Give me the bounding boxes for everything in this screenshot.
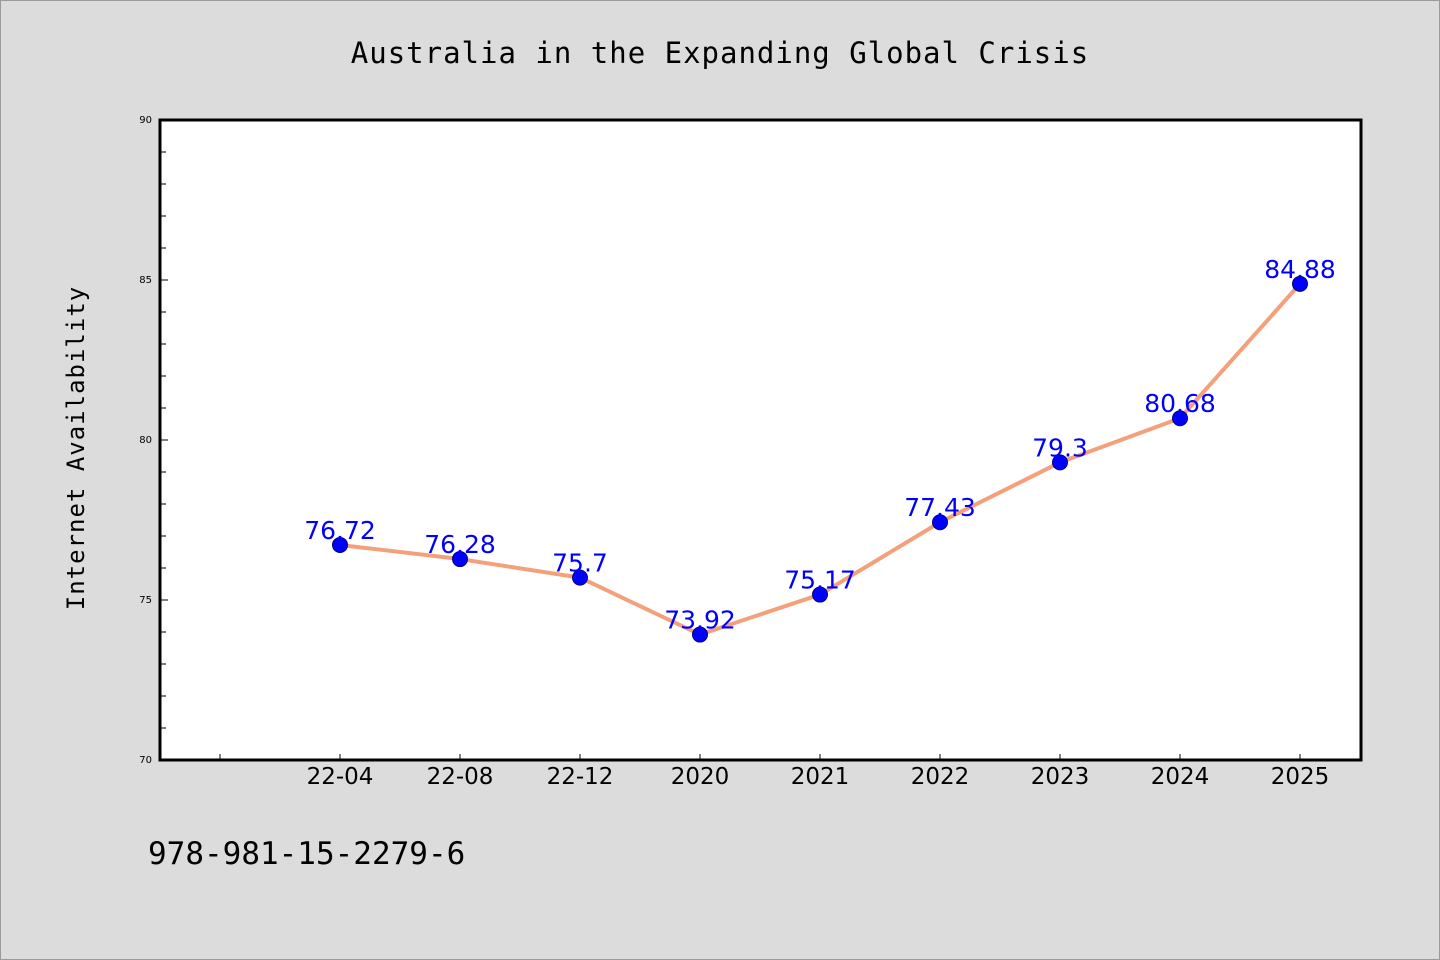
x-tick-label: 2022 <box>911 764 970 790</box>
data-point <box>1172 410 1188 427</box>
x-tick-label: 2021 <box>791 764 850 790</box>
y-tick-label: 70 <box>139 755 152 766</box>
data-label: 77.43 <box>904 493 976 522</box>
isbn-text: 978-981-15-2279-6 <box>148 836 465 872</box>
data-point <box>452 551 468 568</box>
data-label: 75.17 <box>784 566 856 595</box>
x-tick-label: 22-04 <box>307 764 374 790</box>
data-point <box>1052 454 1068 471</box>
plot-area <box>158 118 1363 762</box>
data-label: 76.28 <box>424 530 496 559</box>
x-tick-label: 2024 <box>1151 764 1210 790</box>
x-tick-label: 2025 <box>1271 764 1330 790</box>
data-label: 75.7 <box>552 549 608 578</box>
x-tick-label: 22-12 <box>547 764 614 790</box>
data-label: 73.92 <box>664 606 736 635</box>
data-point <box>692 626 708 643</box>
x-axis: 22-04 22-08 22-12 2020 2021 2022 2023 2024 2025 <box>219 754 1330 790</box>
x-tick-label: 22-08 <box>427 764 494 790</box>
data-point <box>1292 275 1308 292</box>
y-tick-label: 80 <box>139 435 152 446</box>
data-label: 76.72 <box>304 516 376 545</box>
data-label: 80.68 <box>1144 389 1216 418</box>
y-tick-label: 75 <box>139 595 152 606</box>
data-point <box>932 514 948 531</box>
data-labels: 76.72 76.28 75.7 73.92 75.17 77.43 79.3 80.68 84… <box>304 255 1336 635</box>
y-tick-label: 85 <box>139 275 152 286</box>
y-tick-label: 90 <box>139 115 152 126</box>
chart-title: Australia in the Expanding Global Crisis <box>351 36 1089 70</box>
series-group <box>332 275 1308 643</box>
y-axis: 70 75 80 85 90 <box>139 115 168 766</box>
x-tick-label: 2020 <box>671 764 730 790</box>
data-point <box>572 569 588 586</box>
x-tick-label: 2023 <box>1031 764 1090 790</box>
data-point <box>812 586 828 603</box>
data-label: 84.88 <box>1264 255 1336 284</box>
data-point <box>332 536 348 553</box>
data-label: 79.3 <box>1032 433 1088 462</box>
y-axis-label: Internet Availability <box>62 286 90 610</box>
